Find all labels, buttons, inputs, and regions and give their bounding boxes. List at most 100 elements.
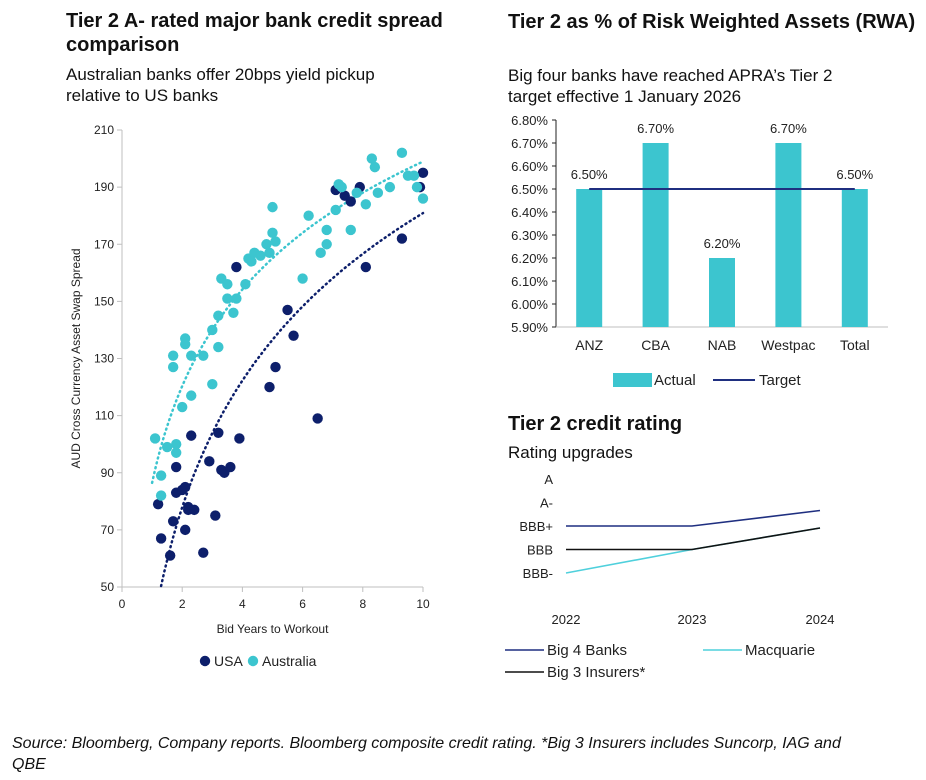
- rating-level-label: BBB-: [523, 566, 553, 581]
- scatter-point-australia: [170, 447, 182, 458]
- bar-value-label: 6.20%: [704, 236, 741, 251]
- scatter-point-australia: [321, 239, 332, 250]
- trendline-australia: [150, 160, 425, 485]
- scatter-point-australia: [213, 310, 224, 321]
- rating-line-big-3-insurers-: [566, 527, 821, 551]
- scatter-point-australia: [207, 324, 218, 336]
- scatter-point-australia: [167, 361, 179, 373]
- year-label: 2023: [678, 612, 707, 627]
- source-line-2: QBE: [12, 756, 46, 773]
- scatter-point-australia: [240, 279, 251, 290]
- scatter-point-usa: [198, 547, 209, 558]
- scatter-point-usa: [312, 413, 323, 424]
- scatter-point-australia: [384, 181, 396, 193]
- x-tick-label: 2: [179, 597, 186, 611]
- x-axis-title: Bid Years to Workout: [217, 622, 330, 636]
- legend-marker-australia: [247, 655, 259, 667]
- y-tick-label: 70: [101, 523, 115, 537]
- scatter-title-line-1: Tier 2 A- rated major bank credit spread: [66, 10, 443, 32]
- scatter-point-australia: [228, 307, 239, 318]
- scatter-point-usa: [213, 427, 224, 438]
- scatter-point-australia: [186, 350, 197, 361]
- x-category-label: Total: [840, 337, 870, 353]
- y-tick-label: 130: [94, 352, 114, 366]
- source-note: Source: Bloomberg, Company reports. Bloo…: [12, 733, 917, 775]
- y-tick-label: 6.30%: [511, 228, 548, 243]
- y-tick-label: 210: [94, 123, 114, 137]
- scatter-point-australia: [408, 170, 420, 181]
- scatter-subtitle: Australian banks offer 20bps yield picku…: [66, 64, 486, 106]
- scatter-subtitle-line-1: Australian banks offer 20bps yield picku…: [66, 65, 375, 84]
- legend-label-big-4-banks: Big 4 Banks: [547, 642, 627, 659]
- bar-cba: [642, 143, 669, 327]
- scatter-point-usa: [164, 550, 176, 561]
- scatter-title-line-2: comparison: [66, 34, 180, 56]
- x-tick-label: 10: [416, 597, 430, 611]
- year-label: 2022: [552, 612, 581, 627]
- scatter-point-australia: [264, 247, 275, 259]
- scatter-point-australia: [261, 239, 272, 250]
- scatter-point-usa: [234, 433, 245, 444]
- scatter-point-usa: [360, 261, 372, 273]
- scatter-point-usa: [186, 430, 197, 441]
- y-tick-label: 6.80%: [511, 113, 548, 128]
- scatter-point-usa: [264, 381, 275, 393]
- tier2-rwa-bar-chart: 5.90% 6.00% 6.10% 6.20% 6.30% 6.40% 6.50% 6.60%…: [511, 113, 888, 389]
- scatter-point-australia: [207, 379, 218, 390]
- scatter-point-australia: [198, 350, 209, 361]
- x-category-label: NAB: [708, 337, 737, 353]
- scatter-point-usa: [345, 196, 356, 207]
- legend-label-big-3-insurers-: Big 3 Insurers*: [547, 664, 646, 681]
- bar-value-label: 6.50%: [571, 167, 608, 182]
- scatter-point-australia: [167, 350, 179, 361]
- rating-level-label: A: [544, 472, 553, 487]
- scatter-point-usa: [282, 304, 293, 316]
- scatter-point-australia: [366, 153, 378, 164]
- scatter-point-australia: [297, 273, 308, 284]
- scatter-point-australia: [155, 470, 167, 481]
- y-tick-label: 170: [94, 237, 114, 251]
- scatter-point-australia: [267, 227, 278, 239]
- scatter-point-australia: [155, 490, 167, 501]
- x-category-label: CBA: [641, 337, 670, 353]
- scatter-point-australia: [170, 438, 182, 450]
- y-tick-label: 6.60%: [511, 159, 548, 174]
- legend-label-usa: USA: [214, 653, 243, 669]
- y-tick-label: 6.50%: [511, 182, 548, 197]
- rating-level-label: A-: [540, 496, 553, 511]
- legend-label-actual: Actual: [654, 372, 696, 389]
- scatter-point-australia: [351, 187, 362, 199]
- scatter-point-usa: [167, 516, 179, 527]
- scatter-point-usa: [417, 167, 429, 179]
- scatter-point-australia: [246, 256, 257, 267]
- legend-marker-actual: [613, 373, 652, 387]
- scatter-point-usa: [155, 533, 167, 544]
- y-tick-label: 150: [94, 294, 114, 308]
- bar-anz: [576, 189, 603, 327]
- scatter-point-australia: [267, 201, 278, 213]
- scatter-point-australia: [186, 390, 197, 401]
- scatter-title: Tier 2 A- rated major bank credit spread…: [66, 9, 486, 57]
- x-tick-label: 6: [299, 597, 306, 611]
- year-label: 2024: [806, 612, 835, 627]
- bar-nab: [709, 258, 735, 327]
- spread-scatter-chart: 50 70 90 110 130 150 170 190 210 0 2 4 6 8 10 Bid Years…: [69, 123, 430, 669]
- rating-subtitle: Rating upgrades: [508, 443, 633, 462]
- scatter-point-australia: [396, 147, 408, 159]
- scatter-point-usa: [396, 233, 408, 244]
- y-tick-label: 110: [95, 409, 114, 423]
- scatter-point-australia: [270, 236, 281, 247]
- scatter-point-australia: [330, 204, 341, 216]
- bar-subtitle-line-1: Big four banks have reached APRA’s Tier …: [508, 66, 833, 85]
- legend-marker-usa: [199, 655, 211, 667]
- scatter-point-usa: [270, 361, 281, 373]
- legend-label-target: Target: [759, 372, 802, 389]
- x-category-label: Westpac: [761, 337, 815, 353]
- bar-subtitle-line-2: target effective 1 January 2026: [508, 87, 742, 106]
- source-line-1: Source: Bloomberg, Company reports. Bloo…: [12, 735, 841, 752]
- scatter-point-usa: [180, 524, 191, 536]
- x-category-label: ANZ: [575, 337, 603, 353]
- scatter-point-australia: [360, 199, 372, 210]
- y-tick-label: 90: [101, 466, 115, 480]
- y-tick-label: 190: [94, 180, 114, 194]
